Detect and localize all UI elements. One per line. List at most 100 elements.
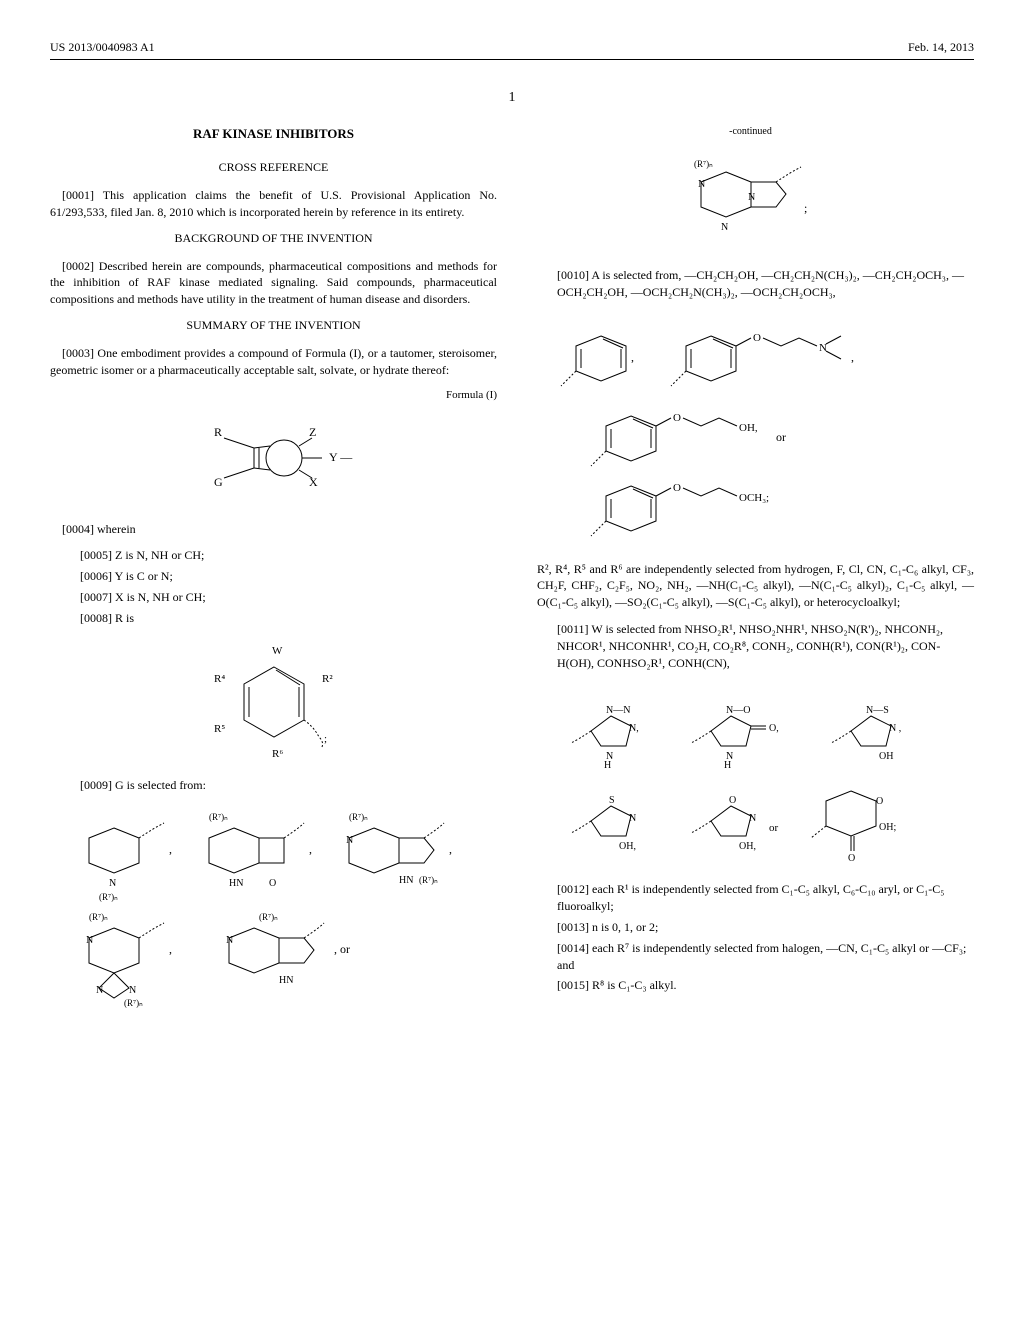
continued-structure: (R⁷)ₙ N N N ; [527, 152, 974, 252]
para-text-0003: One embodiment provides a compound of Fo… [50, 346, 497, 377]
para-num-0005: [0005] [80, 548, 112, 562]
svg-text:N: N [748, 192, 755, 203]
w-group-structures: N—N N, N H N—O O, N H [527, 686, 974, 866]
w-group-svg: N—N N, N H N—O O, N H [551, 686, 951, 866]
svg-text:R⁵: R⁵ [214, 723, 225, 735]
para-num-0004: [0004] [62, 522, 94, 536]
svg-text:,: , [309, 842, 312, 856]
para-text-0006: Y is C or N; [115, 569, 173, 583]
para-num-0001: [0001] [62, 188, 94, 202]
svg-text:N: N [109, 878, 116, 889]
publication-date: Feb. 14, 2013 [908, 40, 974, 55]
svg-text:N: N [749, 813, 756, 824]
para-text-0015: R⁸ is C₁-C₃ alkyl. [592, 978, 677, 992]
para-text-0004: wherein [97, 522, 136, 536]
publication-number: US 2013/0040983 A1 [50, 40, 155, 55]
svg-text:OH,: OH, [739, 422, 758, 434]
svg-text:N: N [629, 813, 636, 824]
svg-text:,: , [169, 942, 172, 956]
page-number: 1 [50, 90, 974, 106]
g-group-structures: N (R⁷)ₙ , (R⁷)ₙ HN O , (R⁷)ₙ [50, 808, 497, 1008]
svg-text:N—O: N—O [726, 705, 750, 716]
svg-text:(R⁷)ₙ: (R⁷)ₙ [694, 159, 713, 169]
svg-text:N: N [86, 935, 93, 946]
para-0013: [0013] n is 0, 1, or 2; [557, 919, 974, 936]
svg-text:Y — A: Y — A [329, 450, 354, 464]
svg-text:OCH₃;: OCH₃; [739, 492, 769, 504]
para-0006: [0006] Y is C or N; [80, 568, 497, 585]
continued-svg: (R⁷)ₙ N N N ; [686, 152, 816, 252]
para-text-0008: R is [115, 611, 134, 625]
para-text-0014: each R⁷ is independently selected from h… [557, 941, 966, 972]
svg-text:W: W [272, 645, 283, 657]
svg-text:HN: HN [279, 975, 293, 986]
right-column: -continued (R⁷)ₙ N N N ; [0010] A is sel… [527, 126, 974, 1023]
para-0004: [0004] wherein [50, 521, 497, 538]
summary-heading: SUMMARY OF THE INVENTION [50, 318, 497, 333]
para-num-0006: [0006] [80, 569, 112, 583]
para-0011: [0011] W is selected from NHSO₂R¹, NHSO₂… [557, 621, 974, 671]
svg-text:(R⁷)ₙ: (R⁷)ₙ [419, 875, 438, 885]
svg-text:O: O [753, 332, 761, 344]
para-num-0013: [0013] [557, 920, 589, 934]
svg-text:N: N [129, 985, 136, 996]
para-num-0012: [0012] [557, 882, 589, 896]
para-text-0007: X is N, NH or CH; [115, 590, 206, 604]
svg-text:N: N [698, 179, 705, 190]
svg-text:,: , [851, 350, 854, 364]
svg-text:or: or [769, 822, 779, 834]
para-text-0001: This application claims the benefit of U… [50, 188, 497, 219]
svg-text:(R⁷)ₙ: (R⁷)ₙ [209, 812, 228, 822]
a-group-structures: , O N , [527, 316, 974, 546]
para-0007: [0007] X is N, NH or CH; [80, 589, 497, 606]
svg-text:OH;: OH; [879, 822, 896, 833]
svg-text:O: O [673, 482, 681, 494]
svg-text:N: N [819, 342, 827, 354]
page-header: US 2013/0040983 A1 Feb. 14, 2013 [50, 40, 974, 60]
svg-text:R⁶: R⁶ [272, 748, 283, 760]
svg-text:R⁴: R⁴ [214, 673, 225, 685]
para-0002: [0002] Described herein are compounds, p… [50, 258, 497, 308]
svg-text:OH: OH [879, 751, 893, 762]
g-group-svg: N (R⁷)ₙ , (R⁷)ₙ HN O , (R⁷)ₙ [74, 808, 474, 1008]
svg-text:N: N [96, 985, 103, 996]
formula-i-svg: R Z Y — A X G [194, 416, 354, 506]
svg-text:(R⁷)ₙ: (R⁷)ₙ [259, 912, 278, 922]
para-0012: [0012] each R¹ is independently selected… [557, 881, 974, 915]
svg-text:,: , [449, 842, 452, 856]
svg-text:OH,: OH, [739, 841, 756, 852]
svg-text:R²: R² [322, 673, 333, 685]
formula-label: Formula (I) [50, 389, 497, 401]
para-text-0012: each R¹ is independently selected from C… [557, 882, 944, 913]
para-0015: [0015] R⁸ is C₁-C₃ alkyl. [557, 977, 974, 994]
svg-text:N,: N, [629, 723, 639, 734]
para-0003: [0003] One embodiment provides a compoun… [50, 345, 497, 379]
para-text-0013: n is 0, 1, or 2; [592, 920, 658, 934]
para-0009: [0009] G is selected from: [80, 777, 497, 794]
svg-text:O: O [673, 412, 681, 424]
cross-reference-heading: CROSS REFERENCE [50, 160, 497, 175]
svg-text:or: or [776, 430, 786, 444]
para-num-0014: [0014] [557, 941, 589, 955]
r-groups-definition: R², R⁴, R⁵ and R⁶ are independently sele… [537, 561, 974, 611]
r-group-svg: W R⁴ R² R⁵ R⁶ ; [204, 642, 344, 762]
svg-text:O: O [269, 878, 276, 889]
para-num-0009: [0009] [80, 778, 112, 792]
content-columns: RAF KINASE INHIBITORS CROSS REFERENCE [0… [50, 126, 974, 1023]
para-0014: [0014] each R⁷ is independently selected… [557, 940, 974, 974]
svg-text:H: H [724, 760, 731, 771]
background-heading: BACKGROUND OF THE INVENTION [50, 231, 497, 246]
continued-label: -continued [527, 126, 974, 137]
svg-text:G: G [214, 475, 223, 489]
svg-text:;: ; [324, 733, 327, 745]
svg-text:HN: HN [229, 878, 243, 889]
para-num-0011: [0011] [557, 622, 589, 636]
svg-text:O: O [848, 853, 855, 864]
para-text-0009: G is selected from: [115, 778, 206, 792]
svg-text:O: O [876, 796, 883, 807]
svg-text:N ,: N , [889, 723, 901, 734]
left-column: RAF KINASE INHIBITORS CROSS REFERENCE [0… [50, 126, 497, 1023]
a-group-svg: , O N , [551, 316, 951, 546]
svg-text:, or: , or [334, 942, 350, 956]
svg-text:Z: Z [309, 425, 316, 439]
